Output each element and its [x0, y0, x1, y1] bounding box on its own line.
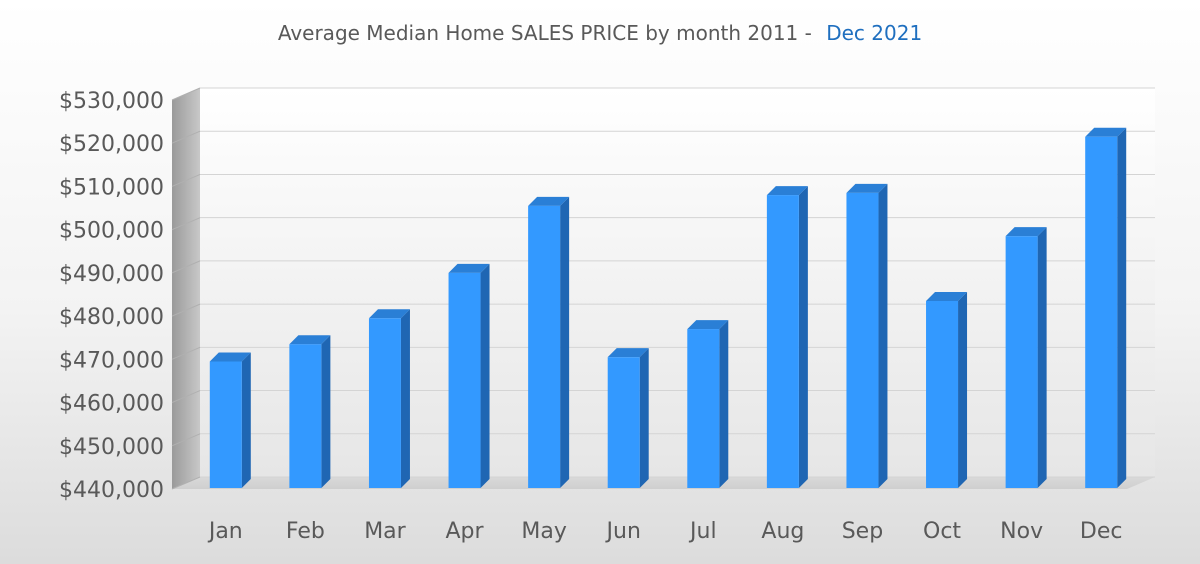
bar-top	[687, 320, 729, 330]
y-tick-label: $470,000	[59, 348, 164, 373]
bar-side	[719, 320, 729, 488]
bar-front	[209, 361, 242, 488]
gridline-side	[171, 346, 201, 360]
gridline-side	[171, 476, 201, 490]
bar-top	[448, 263, 490, 273]
bar-mar	[368, 309, 410, 488]
bar-front	[926, 300, 959, 488]
x-tick-label: May	[521, 519, 566, 544]
bar-apr	[448, 263, 490, 488]
bar-top	[289, 335, 331, 345]
y-tick-label: $510,000	[59, 175, 164, 200]
bar-top	[926, 291, 968, 301]
bar-front	[289, 344, 322, 488]
bar-front	[607, 357, 640, 488]
y-tick-label: $480,000	[59, 305, 164, 330]
bars	[209, 127, 1127, 489]
x-tick-label: Mar	[364, 519, 406, 544]
bar-front	[766, 195, 799, 489]
x-tick-label: Apr	[446, 519, 485, 544]
bar-front	[1085, 136, 1118, 488]
back-wall	[200, 88, 1155, 477]
plot-walls	[172, 88, 1155, 489]
gridline-side	[171, 173, 201, 187]
gridline-side	[171, 87, 201, 101]
x-tick-label: Jul	[688, 519, 717, 544]
bar-top	[1085, 127, 1127, 137]
y-tick-label: $490,000	[59, 262, 164, 287]
chart-title-main: Average Median Home SALES PRICE by month…	[278, 21, 812, 45]
bar-front	[687, 329, 720, 488]
bar-jan	[209, 352, 251, 488]
bar-oct	[926, 291, 968, 488]
x-tick-label: Sep	[842, 519, 883, 544]
bar-top	[368, 309, 410, 319]
gridline-side	[171, 130, 201, 144]
bar-side	[241, 352, 251, 488]
bar-top	[209, 352, 251, 362]
y-tick-label: $460,000	[59, 392, 164, 417]
x-tick-label: Feb	[286, 519, 325, 544]
bar-front	[528, 205, 561, 488]
bar-top	[607, 348, 649, 358]
bar-top	[846, 183, 888, 193]
y-tick-label: $440,000	[59, 478, 164, 503]
bar-front	[368, 318, 401, 488]
bar-may	[528, 196, 570, 488]
bar-side	[798, 186, 808, 489]
grid-lines	[171, 87, 1155, 490]
bar-sep	[846, 183, 888, 488]
chart-title-highlight: Dec 2021	[826, 21, 922, 45]
side-wall	[172, 88, 200, 489]
x-tick-label: Jan	[207, 519, 243, 544]
bar-side	[560, 196, 570, 488]
bar-side	[480, 263, 490, 488]
bar-top	[1005, 227, 1047, 237]
bar-side	[1037, 227, 1047, 488]
y-tick-label: $530,000	[59, 89, 164, 114]
bar-jul	[687, 320, 729, 488]
y-tick-label: $450,000	[59, 435, 164, 460]
gridline-side	[171, 433, 201, 447]
gridline-side	[171, 303, 201, 317]
chart-title: Average Median Home SALES PRICE by month…	[278, 21, 922, 45]
bar-side	[958, 291, 968, 488]
x-tick-label: Oct	[923, 519, 961, 544]
bar-side	[639, 348, 649, 488]
bar-front	[1005, 236, 1038, 488]
bar-nov	[1005, 227, 1047, 488]
bar-dec	[1085, 127, 1127, 488]
bar-front	[846, 192, 879, 488]
x-tick-label: Dec	[1080, 519, 1123, 544]
bar-aug	[766, 186, 808, 489]
gridline-side	[171, 217, 201, 231]
x-axis: Jan Feb Mar Apr May Jun Jul Aug Sep Oct Nov Dec	[207, 519, 1123, 544]
bar-feb	[289, 335, 331, 488]
bar-top	[766, 186, 808, 196]
x-tick-label: Nov	[1000, 519, 1043, 544]
x-tick-label: Jun	[605, 519, 641, 544]
bar-side	[321, 335, 331, 488]
y-tick-label: $500,000	[59, 219, 164, 244]
bar-side	[400, 309, 410, 488]
y-tick-label: $520,000	[59, 132, 164, 157]
gridline-side	[171, 260, 201, 274]
floor	[172, 477, 1155, 489]
y-axis: $440,000 $450,000 $460,000 $470,000 $480,000…	[59, 89, 164, 503]
bar-side	[878, 183, 888, 488]
bar-front	[448, 272, 481, 488]
bar-jun	[607, 348, 649, 488]
bar-side	[1117, 127, 1127, 488]
gridline-side	[171, 390, 201, 404]
x-tick-label: Aug	[761, 519, 804, 544]
bar-top	[528, 196, 570, 206]
